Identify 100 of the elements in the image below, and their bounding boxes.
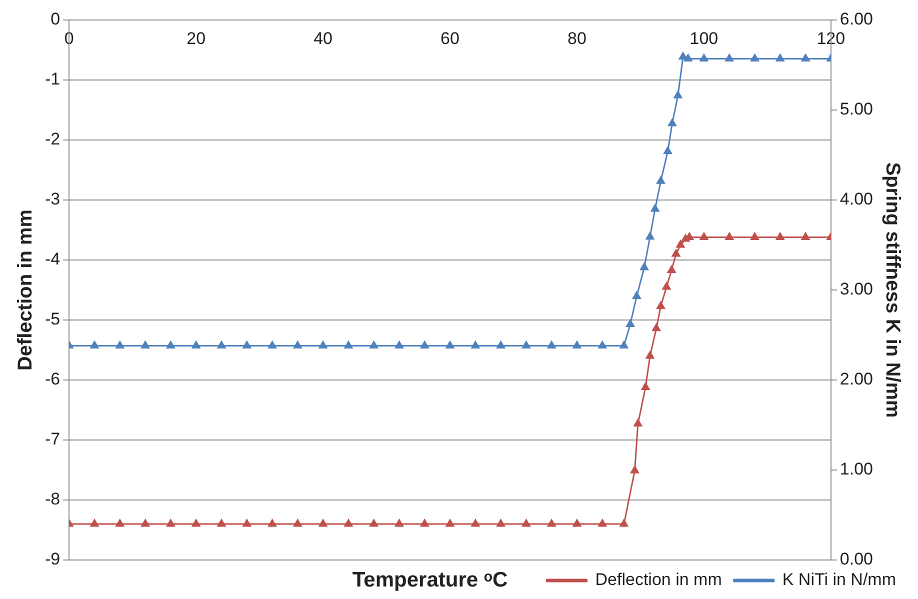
point — [626, 319, 635, 327]
point — [293, 519, 302, 527]
point — [547, 519, 556, 527]
point — [641, 382, 650, 390]
point — [776, 232, 784, 240]
point — [700, 54, 708, 62]
x-tick-label: 20 — [186, 28, 206, 48]
point — [522, 519, 530, 527]
y-tick-label: 0 — [50, 10, 60, 29]
point — [90, 519, 99, 527]
y-axis-title: Deflection in mm — [14, 209, 37, 371]
y2-tick-label: 2.00 — [840, 370, 874, 389]
point — [725, 232, 734, 240]
y-tick-label: -1 — [44, 70, 60, 89]
point — [141, 519, 150, 527]
point — [776, 54, 784, 62]
point — [370, 341, 378, 349]
point — [620, 341, 628, 349]
legend-label: K NiTi in N/mm — [782, 570, 896, 590]
point — [318, 341, 328, 349]
point — [630, 466, 639, 474]
point — [522, 341, 530, 349]
point — [395, 519, 404, 527]
y-tick-label: -5 — [44, 310, 60, 329]
point — [446, 341, 454, 349]
x-tick-label: 80 — [568, 28, 586, 48]
x-tick-label: 40 — [314, 28, 333, 48]
y-tick-label: -3 — [44, 190, 60, 209]
y-tick-label: -4 — [44, 250, 60, 269]
point — [141, 341, 150, 349]
y-tick-label: -6 — [44, 370, 60, 389]
y2-tick-label: 4.00 — [840, 190, 874, 209]
point — [446, 519, 454, 527]
y2-tick-label: 0.00 — [840, 550, 874, 569]
point — [116, 519, 124, 527]
x-tick-label: 120 — [816, 28, 846, 48]
point — [634, 419, 642, 427]
point — [598, 519, 607, 527]
point — [116, 341, 124, 349]
point — [293, 341, 302, 349]
point — [750, 232, 759, 240]
point — [344, 519, 353, 527]
point — [217, 519, 226, 527]
point — [652, 324, 661, 332]
point — [242, 519, 252, 527]
point — [656, 301, 665, 309]
x-axis-title: Temperature ᵒC — [352, 568, 508, 592]
point — [646, 351, 654, 359]
point — [318, 519, 328, 527]
point — [268, 519, 276, 527]
y-tick-label: -7 — [44, 430, 60, 449]
y2-axis-title: Spring stiffness K in N/mm — [881, 162, 904, 418]
point — [420, 341, 429, 349]
point — [547, 341, 556, 349]
point — [656, 176, 665, 184]
point — [668, 118, 676, 126]
point — [640, 262, 648, 270]
point — [572, 519, 582, 527]
point — [242, 341, 252, 349]
point — [192, 519, 200, 527]
point — [664, 146, 672, 154]
point — [650, 204, 660, 212]
y-tick-label: -8 — [44, 490, 60, 509]
point — [268, 341, 276, 349]
y-tick-label: -2 — [44, 130, 60, 149]
point — [667, 265, 676, 273]
point — [370, 519, 378, 527]
point — [801, 232, 810, 240]
point — [684, 54, 692, 62]
point — [496, 341, 506, 349]
point — [217, 341, 226, 349]
point — [471, 519, 480, 527]
point — [496, 519, 506, 527]
point — [620, 519, 628, 527]
x-tick-label: 100 — [690, 28, 718, 48]
y2-tick-label: 3.00 — [840, 280, 874, 299]
point — [344, 341, 353, 349]
point — [646, 232, 654, 240]
point — [725, 54, 734, 62]
point — [750, 54, 759, 62]
point — [166, 341, 175, 349]
x-tick-label: 60 — [440, 28, 460, 48]
point — [395, 341, 404, 349]
point — [598, 341, 607, 349]
point — [471, 341, 480, 349]
point — [572, 341, 582, 349]
point — [676, 240, 685, 248]
point — [700, 232, 708, 240]
y2-tick-label: 1.00 — [840, 460, 874, 479]
legend-label: Deflection in mm — [595, 570, 722, 590]
y2-tick-label: 5.00 — [840, 100, 874, 119]
y-tick-label: -9 — [44, 550, 60, 569]
point — [90, 341, 99, 349]
point — [662, 282, 671, 290]
point — [801, 54, 810, 62]
point — [674, 90, 682, 98]
point — [420, 519, 429, 527]
point — [672, 249, 680, 257]
point — [192, 341, 200, 349]
y2-tick-label: 6.00 — [840, 10, 874, 29]
